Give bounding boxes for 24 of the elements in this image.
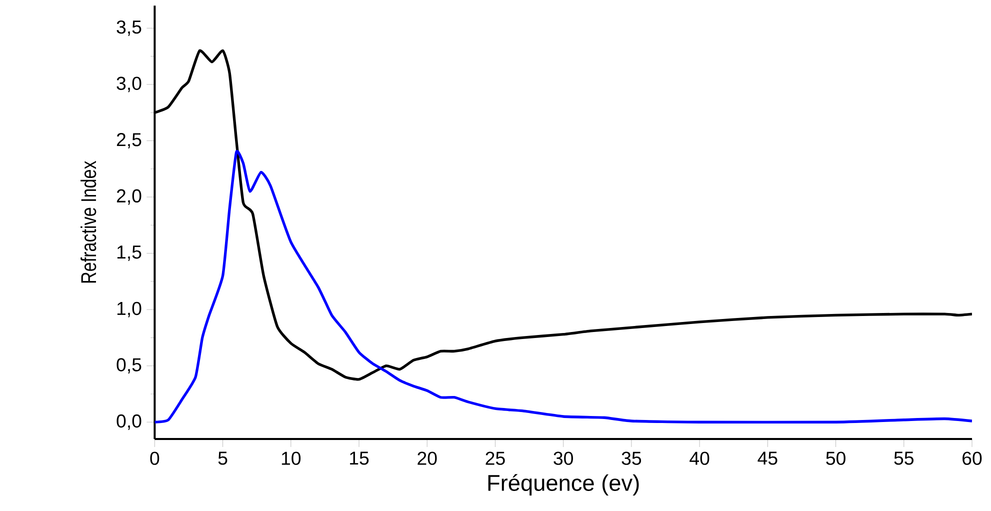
x-tick-label: 20 — [418, 452, 437, 465]
x-tick-label: 55 — [894, 452, 914, 465]
x-tick-label: 35 — [622, 452, 642, 465]
y-tick-label: 2,5 — [116, 133, 142, 148]
x-tick-label: 5 — [218, 452, 228, 465]
y-tick-label: 3,0 — [116, 76, 142, 92]
x-tick-label: 40 — [690, 452, 710, 465]
x-tick-label: 15 — [350, 452, 369, 465]
y-tick-label: 0,5 — [116, 358, 142, 374]
x-tick-label: 30 — [554, 452, 573, 465]
y-tick-label: 2,0 — [116, 189, 142, 205]
y-tick-label: 3,5 — [116, 20, 142, 36]
y-axis-title: Refractive Index — [80, 160, 96, 283]
x-tick-label: 45 — [758, 452, 778, 465]
x-tick-label: 0 — [150, 452, 160, 465]
x-tick-label: 10 — [282, 452, 301, 465]
y-tick-label: 0,0 — [116, 414, 142, 430]
x-tick-label: 50 — [826, 452, 846, 465]
x-tick-label: 25 — [486, 452, 505, 465]
x-axis-title: Fréquence (ev) — [488, 474, 639, 496]
y-tick-label: 1,5 — [117, 246, 142, 261]
x-tick-label: 60 — [962, 452, 982, 465]
y-tick-label: 1,0 — [117, 302, 142, 318]
line-series — [154, 150, 972, 424]
